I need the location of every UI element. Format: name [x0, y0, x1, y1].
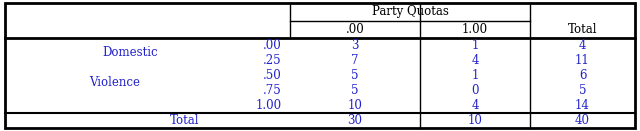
- Text: 14: 14: [575, 99, 590, 112]
- Text: 1.00: 1.00: [256, 99, 282, 112]
- Text: 10: 10: [348, 99, 362, 112]
- Text: Violence: Violence: [90, 77, 141, 89]
- Text: 1.00: 1.00: [462, 23, 488, 36]
- Text: Party Quotas: Party Quotas: [372, 6, 449, 18]
- Text: .25: .25: [264, 54, 282, 67]
- Text: 1: 1: [471, 69, 479, 82]
- Text: 5: 5: [351, 84, 359, 97]
- Text: 4: 4: [579, 39, 586, 52]
- Text: Total: Total: [568, 23, 597, 36]
- Text: Domestic: Domestic: [102, 47, 158, 59]
- Text: .50: .50: [263, 69, 282, 82]
- Text: 11: 11: [575, 54, 590, 67]
- Text: 40: 40: [575, 114, 590, 127]
- Text: 5: 5: [579, 84, 586, 97]
- Text: 0: 0: [471, 84, 479, 97]
- Text: 10: 10: [468, 114, 483, 127]
- Text: 3: 3: [351, 39, 359, 52]
- Text: .00: .00: [263, 39, 282, 52]
- Text: 6: 6: [579, 69, 586, 82]
- Text: .75: .75: [263, 84, 282, 97]
- Text: 7: 7: [351, 54, 359, 67]
- Text: Total: Total: [170, 114, 200, 127]
- Text: 1: 1: [471, 39, 479, 52]
- Text: 4: 4: [471, 99, 479, 112]
- Text: 4: 4: [471, 54, 479, 67]
- Text: 5: 5: [351, 69, 359, 82]
- Text: 30: 30: [348, 114, 362, 127]
- Text: .00: .00: [346, 23, 364, 36]
